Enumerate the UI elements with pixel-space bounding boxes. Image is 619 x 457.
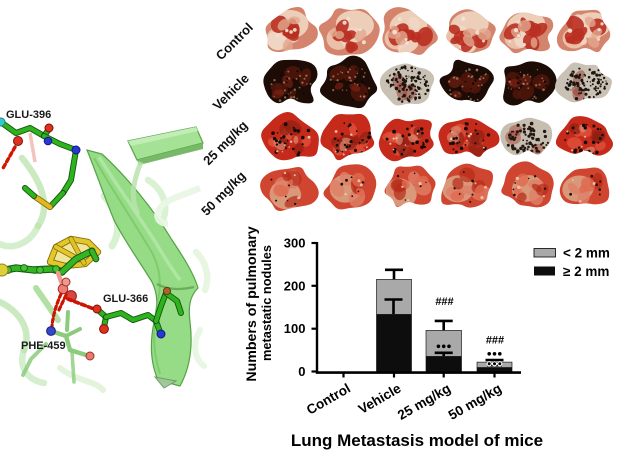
svg-text:100: 100 xyxy=(284,321,306,336)
svg-text:25 mg/kg: 25 mg/kg xyxy=(395,381,453,423)
svg-text:###: ### xyxy=(486,335,504,347)
svg-text:< 2 mm: < 2 mm xyxy=(563,246,610,261)
svg-text:0: 0 xyxy=(298,364,305,379)
svg-text:≥ 2 mm: ≥ 2 mm xyxy=(563,264,609,279)
svg-text:Control: Control xyxy=(304,381,353,418)
svg-text:PHE-459: PHE-459 xyxy=(21,340,66,352)
svg-text:###: ### xyxy=(435,296,453,308)
svg-text:GLU-396: GLU-396 xyxy=(6,109,51,121)
svg-text:metastatic nodules: metastatic nodules xyxy=(259,245,274,361)
svg-text:Lung Metastasis model of mice: Lung Metastasis model of mice xyxy=(291,431,543,450)
svg-text:50 mg/kg: 50 mg/kg xyxy=(446,381,504,423)
svg-text:300: 300 xyxy=(284,236,306,251)
svg-text:200: 200 xyxy=(284,278,306,293)
svg-text:GLU-366: GLU-366 xyxy=(103,293,148,305)
svg-text:Numbers of pulmonary: Numbers of pulmonary xyxy=(244,226,260,381)
